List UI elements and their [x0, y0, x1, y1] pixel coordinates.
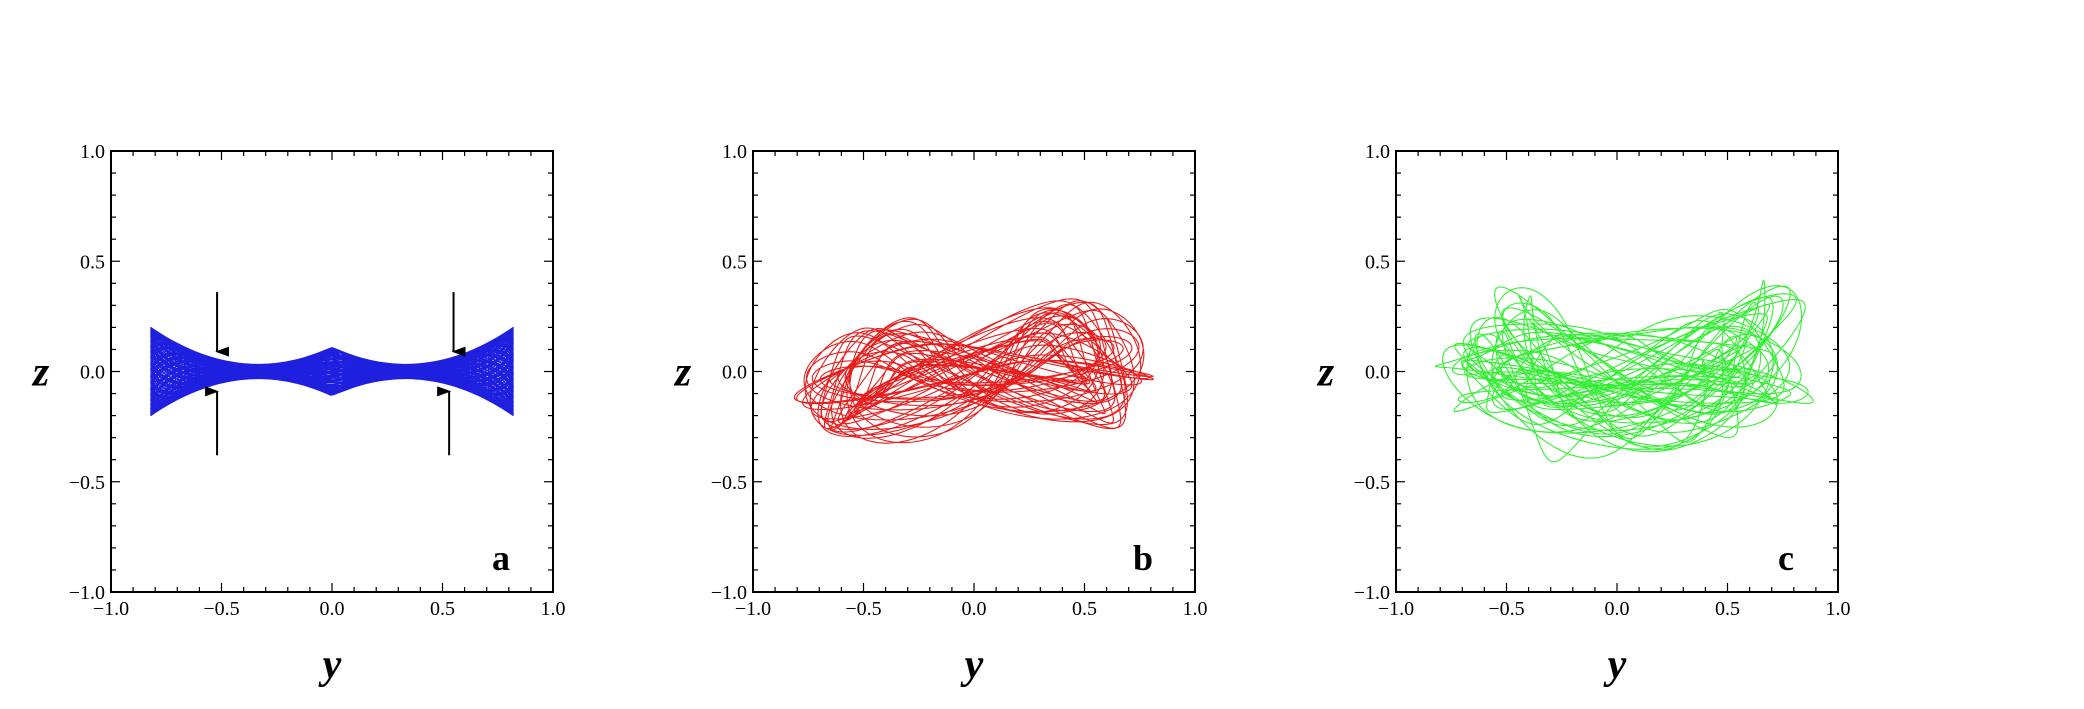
y-tick-label: −1.0	[711, 582, 747, 604]
orbit-curve-b	[793, 298, 1154, 444]
y-tick-label: 0.0	[80, 362, 105, 384]
x-tick-label: 0.0	[320, 598, 345, 620]
y-tick-label: −0.5	[1354, 472, 1390, 494]
y-axis-title: z	[31, 350, 50, 396]
y-tick-label: −1.0	[69, 582, 105, 604]
x-tick-label: 0.5	[430, 598, 455, 620]
y-tick-label: 0.5	[80, 251, 105, 273]
y-tick-label: −0.5	[69, 472, 105, 494]
y-tick-label: 0.5	[1365, 251, 1390, 273]
y-tick-label: −1.0	[1354, 582, 1390, 604]
x-tick-label: −0.5	[1488, 598, 1524, 620]
x-tick-label: 1.0	[1826, 598, 1851, 620]
panel-letter: b	[1133, 538, 1153, 578]
y-tick-label: 1.0	[722, 141, 747, 163]
x-tick-label: −0.5	[203, 598, 239, 620]
y-axis-title: z	[673, 350, 692, 396]
y-tick-label: 1.0	[1365, 141, 1390, 163]
x-tick-label: −1.0	[93, 598, 129, 620]
x-tick-label: −1.0	[1378, 598, 1414, 620]
y-tick-label: 0.5	[722, 251, 747, 273]
x-tick-label: 0.5	[1072, 598, 1097, 620]
y-tick-label: 0.0	[722, 362, 747, 384]
x-tick-label: −1.0	[735, 598, 771, 620]
x-tick-label: 0.5	[1715, 598, 1740, 620]
panel-letter: c	[1778, 538, 1794, 578]
y-tick-label: −0.5	[711, 472, 747, 494]
x-tick-label: 1.0	[1183, 598, 1208, 620]
y-axis-title: z	[1316, 350, 1335, 396]
x-tick-label: 0.0	[962, 598, 987, 620]
panel-letter: a	[492, 538, 510, 578]
y-tick-label: 1.0	[80, 141, 105, 163]
orbit-curve-a	[150, 326, 514, 417]
x-tick-label: −0.5	[845, 598, 881, 620]
orbit-curve-c	[1434, 279, 1814, 463]
x-tick-label: 0.0	[1605, 598, 1630, 620]
y-tick-label: 0.0	[1365, 362, 1390, 384]
x-tick-label: 1.0	[541, 598, 566, 620]
